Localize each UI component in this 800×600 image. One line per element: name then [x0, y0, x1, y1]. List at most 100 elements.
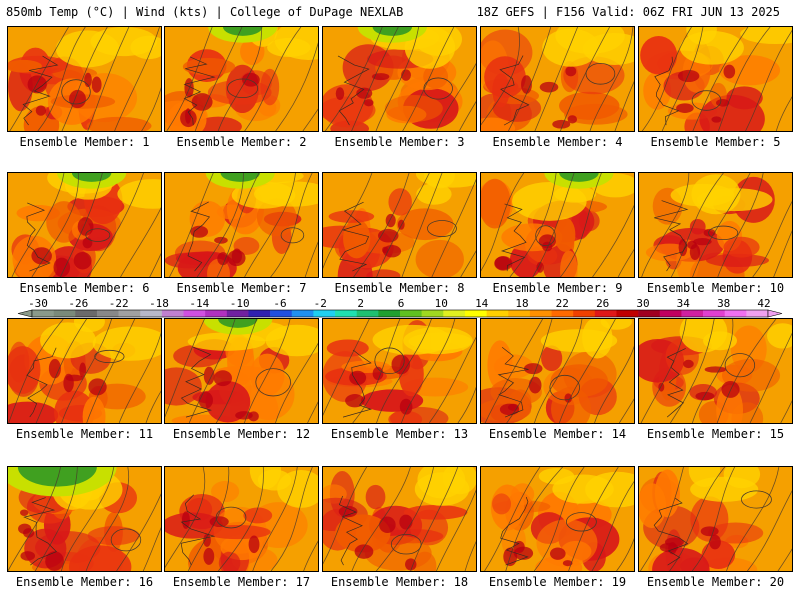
colorbar-segment — [464, 310, 487, 317]
ensemble-member-label: Ensemble Member: 3 — [334, 135, 465, 149]
colorbar-tick-label: 18 — [515, 297, 529, 310]
colorbar-segment — [529, 310, 552, 317]
colorbar-segment — [573, 310, 596, 317]
colorbar-segment — [118, 310, 141, 317]
colorbar-segment — [205, 310, 228, 317]
ensemble-member-map — [638, 172, 793, 278]
ensemble-member-label: Ensemble Member: 19 — [488, 575, 627, 589]
temperature-field — [8, 467, 161, 571]
colorbar-segment — [313, 310, 336, 317]
temperature-field — [323, 319, 476, 423]
colorbar-tick-label: 10 — [434, 297, 448, 310]
colorbar-tick-label: 30 — [636, 297, 650, 310]
colorbar-segment — [724, 310, 747, 317]
ensemble-member-map — [164, 26, 319, 132]
ensemble-member-label: Ensemble Member: 7 — [176, 281, 307, 295]
colorbar-segment — [96, 310, 119, 317]
colorbar-segment — [378, 310, 401, 317]
temperature-field — [165, 173, 318, 277]
colorbar-tick-label: 2 — [357, 297, 364, 310]
ensemble-member-map — [638, 26, 793, 132]
colorbar-tick-label: -10 — [229, 297, 250, 310]
colorbar-segment — [486, 310, 509, 317]
colorbar-tick-label: -26 — [68, 297, 89, 310]
colorbar-segment — [75, 310, 98, 317]
colorbar-segment — [638, 310, 661, 317]
model-run-valid-time: 18Z GEFS | F156 Valid: 06Z FRI JUN 13 20… — [476, 5, 780, 19]
colorbar-arrow-low — [17, 309, 33, 318]
map-title: 850mb Temp (°C) | Wind (kts) | College o… — [6, 5, 404, 19]
ensemble-member-map — [322, 26, 477, 132]
temperature-field — [481, 173, 634, 277]
ensemble-member-map — [7, 172, 162, 278]
colorbar-segment — [140, 310, 163, 317]
ensemble-member-label: Ensemble Member: 6 — [19, 281, 150, 295]
colorbar-segment — [421, 310, 444, 317]
ensemble-member-label: Ensemble Member: 12 — [172, 427, 311, 441]
colorbar-tick-label: 22 — [555, 297, 569, 310]
colorbar-segment — [291, 310, 314, 317]
temperature-field — [165, 27, 318, 131]
colorbar-tick-label: 34 — [676, 297, 690, 310]
ensemble-member-map — [322, 318, 477, 424]
ensemble-member-map — [480, 172, 635, 278]
ensemble-member-map — [638, 466, 793, 572]
colorbar-segment — [659, 310, 682, 317]
ensemble-member-label: Ensemble Member: 13 — [330, 427, 469, 441]
colorbar-segment — [32, 310, 54, 317]
temperature-field — [323, 173, 476, 277]
colorbar-tick-label: 14 — [475, 297, 489, 310]
colorbar-segment — [248, 310, 271, 317]
colorbar-segment — [551, 310, 574, 317]
colorbar-segment — [703, 310, 726, 317]
colorbar-segment — [270, 310, 293, 317]
ensemble-member-label: Ensemble Member: 2 — [176, 135, 307, 149]
temperature-field — [323, 27, 476, 131]
ensemble-member-map — [480, 26, 635, 132]
ensemble-member-map — [322, 172, 477, 278]
colorbar-tick-label: -14 — [189, 297, 210, 310]
colorbar-segment — [183, 310, 206, 317]
ensemble-member-label: Ensemble Member: 18 — [330, 575, 469, 589]
colorbar-arrow-high — [767, 309, 783, 318]
ensemble-member-map — [164, 172, 319, 278]
ensemble-member-label: Ensemble Member: 15 — [646, 427, 785, 441]
ensemble-member-label: Ensemble Member: 5 — [650, 135, 781, 149]
ensemble-member-label: Ensemble Member: 8 — [334, 281, 465, 295]
temperature-field — [8, 319, 161, 423]
temperature-field — [639, 173, 792, 277]
colorbar-segment — [335, 310, 358, 317]
colorbar-tick-label: 38 — [717, 297, 731, 310]
ensemble-member-label: Ensemble Member: 9 — [492, 281, 623, 295]
temperature-field — [8, 173, 161, 277]
ensemble-member-label: Ensemble Member: 4 — [492, 135, 623, 149]
colorbar-tick-label: 42 — [757, 297, 771, 310]
ensemble-member-label: Ensemble Member: 16 — [15, 575, 154, 589]
colorbar-segment — [53, 310, 76, 317]
colorbar-strip — [17, 309, 783, 318]
colorbar-tick-label: -2 — [313, 297, 327, 310]
colorbar-segment — [356, 310, 379, 317]
colorbar-segment — [616, 310, 639, 317]
ensemble-member-map — [164, 466, 319, 572]
temperature-field — [8, 27, 161, 131]
ensemble-member-map — [7, 466, 162, 572]
ensemble-member-map — [7, 318, 162, 424]
ensemble-member-map — [480, 466, 635, 572]
colorbar-segment — [226, 310, 249, 317]
colorbar-tick-label: 6 — [397, 297, 405, 310]
ensemble-member-label: Ensemble Member: 11 — [15, 427, 154, 441]
colorbar-tick-label: -6 — [273, 297, 287, 310]
ensemble-member-label: Ensemble Member: 10 — [646, 281, 785, 295]
colorbar-segment — [508, 310, 531, 317]
temperature-field — [165, 319, 318, 423]
colorbar-segment — [161, 310, 184, 317]
temperature-field — [481, 27, 634, 131]
colorbar-tick-label: 26 — [596, 297, 610, 310]
colorbar-tick-label: -18 — [149, 297, 169, 310]
colorbar-segment — [400, 310, 422, 317]
colorbar-segment — [594, 310, 617, 317]
colorbar-segment — [443, 310, 466, 317]
ensemble-member-label: Ensemble Member: 14 — [488, 427, 627, 441]
ensemble-member-label: Ensemble Member: 20 — [646, 575, 785, 589]
